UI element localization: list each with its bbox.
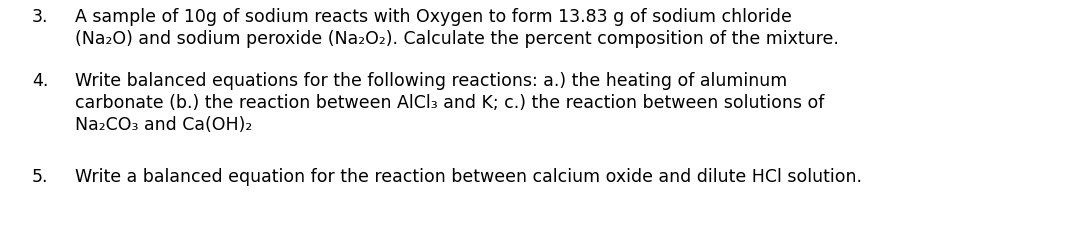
Text: Write a balanced equation for the reaction between calcium oxide and dilute HCl : Write a balanced equation for the reacti…: [75, 168, 862, 186]
Text: A sample of 10g of sodium reacts with Oxygen to form 13.83 g of sodium chloride: A sample of 10g of sodium reacts with Ox…: [75, 8, 792, 26]
Text: 3.: 3.: [32, 8, 49, 26]
Text: 5.: 5.: [32, 168, 49, 186]
Text: 4.: 4.: [32, 72, 49, 90]
Text: Na₂CO₃ and Ca(OH)₂: Na₂CO₃ and Ca(OH)₂: [75, 116, 253, 134]
Text: (Na₂O) and sodium peroxide (Na₂O₂). Calculate the percent composition of the mix: (Na₂O) and sodium peroxide (Na₂O₂). Calc…: [75, 30, 839, 48]
Text: carbonate (b.) the reaction between AlCl₃ and K; c.) the reaction between soluti: carbonate (b.) the reaction between AlCl…: [75, 94, 824, 112]
Text: Write balanced equations for the following reactions: a.) the heating of aluminu: Write balanced equations for the followi…: [75, 72, 787, 90]
